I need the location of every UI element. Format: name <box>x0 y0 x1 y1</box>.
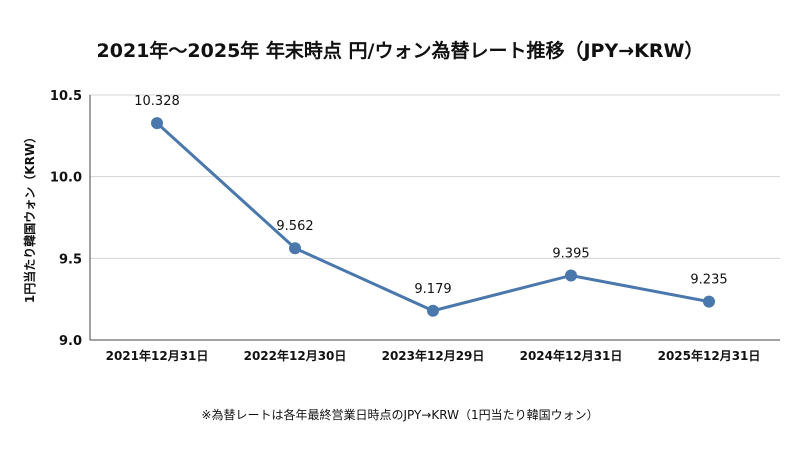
data-point <box>565 269 577 282</box>
x-tick-label: 2023年12月29日 <box>382 348 485 363</box>
x-tick-label: 2021年12月31日 <box>106 348 209 363</box>
data-point <box>151 117 163 130</box>
y-axis-label: 1円当たり韓国ウォン（KRW） <box>22 131 37 303</box>
data-label: 9.562 <box>276 219 313 234</box>
x-tick-label: 2024年12月31日 <box>520 348 623 363</box>
x-tick-label: 2022年12月30日 <box>244 348 347 363</box>
footnote: ※為替レートは各年最終営業日時点のJPY→KRW（1円当たり韓国ウォン） <box>201 408 599 422</box>
data-point <box>427 304 439 317</box>
data-label: 9.235 <box>690 273 727 288</box>
y-tick-label: 10.0 <box>50 171 82 186</box>
y-tick-label: 9.5 <box>59 252 82 267</box>
x-tick-label: 2025年12月31日 <box>658 348 761 363</box>
data-point <box>289 242 301 255</box>
y-tick-label: 9.0 <box>59 334 82 349</box>
data-label: 9.395 <box>552 246 589 261</box>
chart-title: 2021年〜2025年 年末時点 円/ウォン為替レート推移（JPY→KRW） <box>96 40 704 62</box>
data-label: 9.179 <box>414 282 451 297</box>
y-tick-label: 10.5 <box>50 89 82 104</box>
data-label: 10.328 <box>134 94 180 109</box>
data-point <box>703 295 715 308</box>
